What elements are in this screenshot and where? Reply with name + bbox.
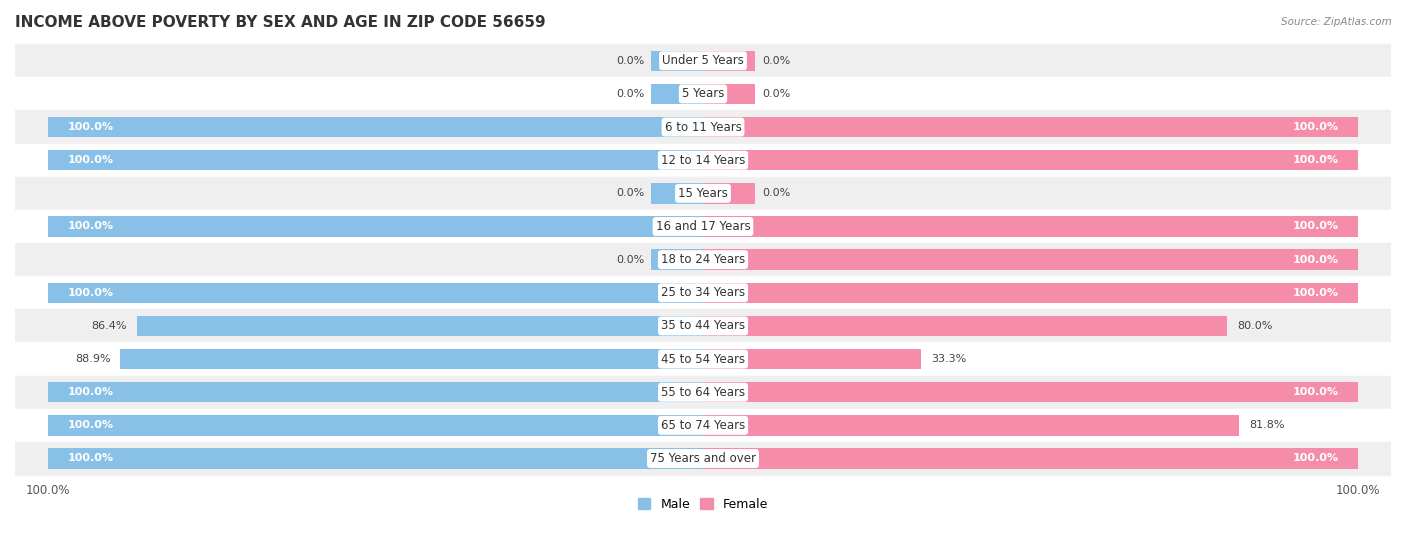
Text: 100.0%: 100.0% bbox=[67, 454, 114, 464]
Bar bbox=[48, 216, 703, 237]
Bar bbox=[15, 276, 1391, 309]
Legend: Male, Female: Male, Female bbox=[633, 493, 773, 516]
Text: 100.0%: 100.0% bbox=[1292, 254, 1339, 264]
Text: 35 to 44 Years: 35 to 44 Years bbox=[661, 319, 745, 333]
Text: 100.0%: 100.0% bbox=[67, 122, 114, 132]
Text: 0.0%: 0.0% bbox=[616, 189, 644, 198]
Text: Under 5 Years: Under 5 Years bbox=[662, 54, 744, 68]
Text: 86.4%: 86.4% bbox=[91, 321, 127, 331]
Text: 100.0%: 100.0% bbox=[1292, 155, 1339, 165]
Bar bbox=[703, 216, 1358, 237]
Text: 100.0%: 100.0% bbox=[67, 222, 114, 232]
Text: 75 Years and over: 75 Years and over bbox=[650, 452, 756, 465]
Text: 0.0%: 0.0% bbox=[616, 56, 644, 66]
Text: 100.0%: 100.0% bbox=[1292, 222, 1339, 232]
Text: 16 and 17 Years: 16 and 17 Years bbox=[655, 220, 751, 233]
Bar bbox=[703, 282, 1358, 303]
Bar bbox=[48, 150, 703, 171]
Text: 55 to 64 Years: 55 to 64 Years bbox=[661, 386, 745, 399]
Text: 45 to 54 Years: 45 to 54 Years bbox=[661, 353, 745, 365]
Text: Source: ZipAtlas.com: Source: ZipAtlas.com bbox=[1281, 17, 1392, 27]
Bar bbox=[48, 415, 703, 436]
Text: 100.0%: 100.0% bbox=[67, 387, 114, 397]
Text: 100.0%: 100.0% bbox=[1292, 122, 1339, 132]
Text: 0.0%: 0.0% bbox=[616, 89, 644, 99]
Text: 100.0%: 100.0% bbox=[1292, 288, 1339, 298]
Bar bbox=[15, 143, 1391, 177]
Bar bbox=[15, 442, 1391, 475]
Text: 15 Years: 15 Years bbox=[678, 187, 728, 200]
Text: 0.0%: 0.0% bbox=[616, 254, 644, 264]
Bar bbox=[15, 376, 1391, 409]
Bar bbox=[15, 210, 1391, 243]
Bar bbox=[703, 382, 1358, 402]
Text: 0.0%: 0.0% bbox=[762, 189, 790, 198]
Bar bbox=[48, 282, 703, 303]
Text: 80.0%: 80.0% bbox=[1237, 321, 1272, 331]
Text: 65 to 74 Years: 65 to 74 Years bbox=[661, 419, 745, 432]
Bar bbox=[48, 117, 703, 137]
Text: 100.0%: 100.0% bbox=[1292, 387, 1339, 397]
Bar bbox=[15, 44, 1391, 78]
Text: 100.0%: 100.0% bbox=[67, 288, 114, 298]
Text: 5 Years: 5 Years bbox=[682, 88, 724, 100]
Text: 12 to 14 Years: 12 to 14 Years bbox=[661, 153, 745, 167]
Bar bbox=[651, 84, 703, 104]
Bar bbox=[703, 249, 1358, 270]
Bar bbox=[703, 183, 755, 204]
Bar bbox=[15, 110, 1391, 143]
Bar bbox=[48, 382, 703, 402]
Bar bbox=[703, 117, 1358, 137]
Bar bbox=[703, 415, 1239, 436]
Bar bbox=[121, 349, 703, 369]
Bar bbox=[651, 249, 703, 270]
Text: 0.0%: 0.0% bbox=[762, 89, 790, 99]
Bar bbox=[48, 448, 703, 469]
Text: 88.9%: 88.9% bbox=[75, 354, 111, 364]
Text: 100.0%: 100.0% bbox=[67, 420, 114, 430]
Bar bbox=[651, 51, 703, 71]
Text: 25 to 34 Years: 25 to 34 Years bbox=[661, 286, 745, 299]
Text: 81.8%: 81.8% bbox=[1249, 420, 1284, 430]
Bar bbox=[703, 448, 1358, 469]
Bar bbox=[15, 409, 1391, 442]
Bar bbox=[703, 150, 1358, 171]
Bar bbox=[15, 177, 1391, 210]
Bar bbox=[651, 183, 703, 204]
Bar bbox=[15, 78, 1391, 110]
Text: 100.0%: 100.0% bbox=[67, 155, 114, 165]
Bar bbox=[703, 84, 755, 104]
Text: 18 to 24 Years: 18 to 24 Years bbox=[661, 253, 745, 266]
Text: 0.0%: 0.0% bbox=[762, 56, 790, 66]
Bar bbox=[703, 349, 921, 369]
Bar bbox=[136, 316, 703, 336]
Text: 6 to 11 Years: 6 to 11 Years bbox=[665, 121, 741, 133]
Bar bbox=[703, 51, 755, 71]
Text: 33.3%: 33.3% bbox=[931, 354, 966, 364]
Text: INCOME ABOVE POVERTY BY SEX AND AGE IN ZIP CODE 56659: INCOME ABOVE POVERTY BY SEX AND AGE IN Z… bbox=[15, 15, 546, 30]
Bar bbox=[15, 343, 1391, 376]
Bar bbox=[703, 316, 1227, 336]
Bar bbox=[15, 243, 1391, 276]
Bar bbox=[15, 309, 1391, 343]
Text: 100.0%: 100.0% bbox=[1292, 454, 1339, 464]
